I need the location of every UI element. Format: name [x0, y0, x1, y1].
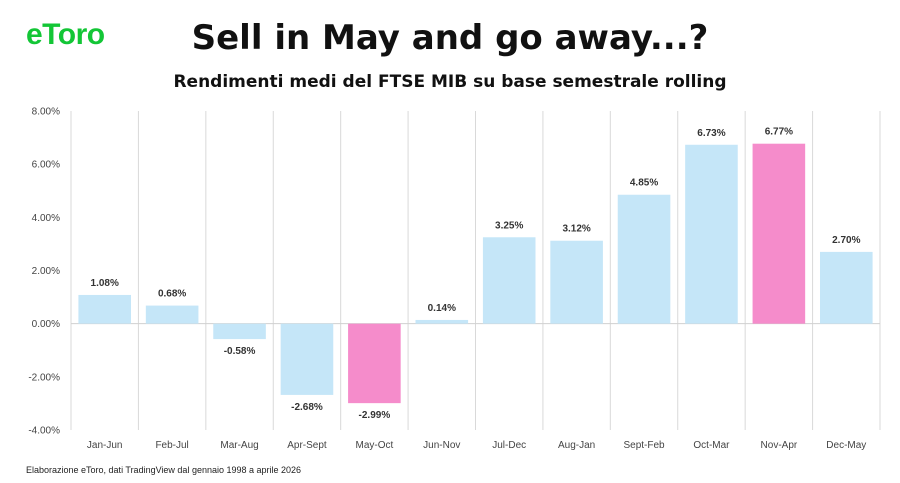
y-axis: -4.00% -2.00% 0.00% 2.00% 4.00% 6.00% 8.00%	[28, 107, 60, 437]
data-label: 6.77%	[765, 127, 793, 138]
bar	[685, 144, 738, 324]
x-tick-label: May-Oct	[355, 440, 393, 451]
bar	[280, 323, 334, 395]
bars: 1.08% 0.68% -0.58% -2.68% -2.99% 0.14% 3.25% 3.…	[78, 127, 873, 421]
x-tick-label: Sept-Feb	[623, 440, 665, 451]
data-label: 3.12%	[562, 224, 590, 235]
data-label: 1.08%	[91, 278, 119, 289]
y-tick-label: -2.00%	[28, 372, 60, 383]
x-tick-label: Oct-Mar	[693, 440, 730, 451]
x-tick-label: Mar-Aug	[220, 440, 258, 451]
y-tick-label: 0.00%	[32, 319, 60, 330]
bar	[819, 251, 873, 324]
y-tick-label: -4.00%	[28, 426, 60, 437]
y-tick-label: 2.00%	[32, 266, 60, 277]
bar	[415, 319, 469, 324]
data-label: 3.25%	[495, 220, 523, 231]
x-tick-label: Nov-Apr	[761, 440, 798, 451]
chart-subtitle: Rendimenti medi del FTSE MIB su base sem…	[173, 72, 727, 92]
data-label: -2.99%	[359, 410, 391, 421]
logo-text: eToro	[26, 18, 105, 51]
x-tick-label: Feb-Jul	[155, 440, 188, 451]
bar	[482, 237, 536, 324]
bar	[550, 240, 603, 324]
data-label: -2.68%	[291, 402, 323, 413]
y-tick-label: 4.00%	[32, 213, 60, 224]
data-label: 4.85%	[630, 178, 658, 189]
x-tick-label: Jun-Nov	[423, 440, 460, 451]
data-label: 0.68%	[158, 289, 186, 300]
x-axis: Jan-Jun Feb-Jul Mar-Aug Apr-Sept May-Oct Jun-…	[87, 440, 866, 451]
data-label: -0.58%	[224, 346, 256, 357]
y-tick-label: 6.00%	[32, 160, 60, 171]
bar	[617, 194, 671, 324]
source-footnote: Elaborazione eToro, dati TradingView dal…	[26, 465, 302, 475]
bar	[752, 143, 806, 324]
x-tick-label: Jul-Dec	[492, 440, 526, 451]
x-tick-label: Jan-Jun	[87, 440, 123, 451]
gridlines	[70, 111, 881, 430]
x-tick-label: Dec-May	[826, 440, 866, 451]
bar	[348, 323, 401, 404]
bar	[145, 305, 199, 324]
x-tick-label: Apr-Sept	[287, 440, 327, 451]
data-label: 0.14%	[428, 303, 456, 314]
chart-title: Sell in May and go away...?	[191, 18, 709, 58]
x-tick-label: Aug-Jan	[558, 440, 595, 451]
y-tick-label: 8.00%	[32, 107, 60, 118]
bar	[213, 323, 266, 340]
data-label: 2.70%	[832, 235, 860, 246]
bar	[78, 294, 132, 324]
data-label: 6.73%	[697, 128, 725, 139]
etoro-logo: eToro	[26, 18, 105, 52]
